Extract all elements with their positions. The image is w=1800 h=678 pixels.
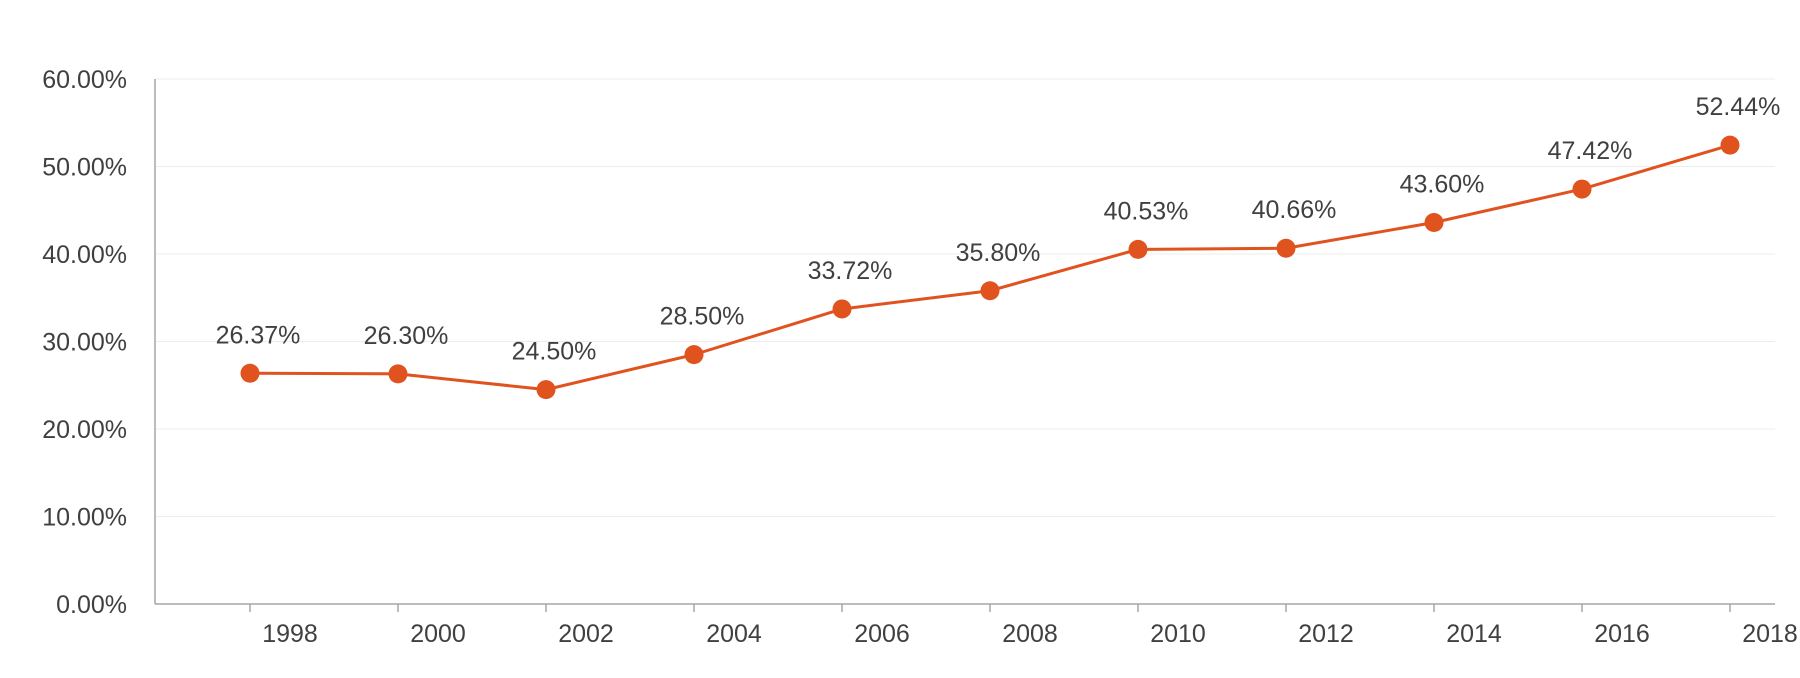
axes	[154, 79, 1775, 612]
gridlines	[155, 78, 1775, 517]
data-labels: 26.37% 26.30% 24.50% 28.50% 33.72% 35.80% 40.5…	[216, 93, 1781, 365]
data-label: 40.53%	[1104, 197, 1189, 225]
y-tick-label: 30.00%	[42, 329, 127, 357]
data-label: 52.44%	[1696, 93, 1781, 121]
data-point	[1424, 213, 1444, 232]
series-line-group	[249, 143, 1731, 392]
x-tick-label: 2018	[1742, 620, 1798, 648]
data-label: 40.66%	[1252, 196, 1337, 224]
data-point	[240, 363, 260, 383]
data-point	[388, 364, 408, 384]
data-point	[1720, 135, 1740, 155]
data-label: 47.42%	[1548, 137, 1633, 165]
x-tick-label: 2004	[706, 620, 762, 648]
data-point	[1128, 239, 1148, 259]
data-label: 26.37%	[216, 321, 301, 349]
x-tick-label: 2000	[410, 620, 466, 648]
data-label: 26.30%	[364, 322, 449, 350]
data-point	[684, 345, 704, 365]
y-tick-label: 40.00%	[42, 241, 127, 269]
y-tick-label: 10.00%	[42, 504, 127, 532]
x-tick-label: 1998	[262, 620, 318, 648]
data-point	[980, 281, 1000, 301]
y-tick-label: 50.00%	[42, 154, 127, 182]
x-tick-label: 2014	[1446, 620, 1502, 648]
x-tick-label: 2012	[1298, 620, 1354, 648]
y-axis-tick-labels: 0.00% 10.00% 20.00% 30.00% 40.00% 50.00% 60.00…	[42, 66, 127, 619]
x-tick-label: 2008	[1002, 620, 1058, 648]
y-tick-label: 20.00%	[42, 416, 127, 444]
data-label: 35.80%	[956, 239, 1041, 267]
y-tick-label: 60.00%	[42, 66, 127, 94]
x-tick-label: 2006	[854, 620, 910, 648]
x-tick-label: 2002	[558, 620, 614, 648]
x-tick-label: 2016	[1594, 620, 1650, 648]
data-point	[1572, 179, 1592, 199]
data-point	[536, 380, 556, 400]
x-tick-label: 2010	[1150, 620, 1206, 648]
data-label: 28.50%	[660, 303, 745, 331]
data-label: 43.60%	[1400, 171, 1485, 199]
x-axis-tick-labels: 1998 2000 2002 2004 2006 2008 2010 2012 2014 2016…	[262, 620, 1798, 648]
data-point	[1276, 238, 1296, 258]
data-point	[832, 299, 852, 319]
y-tick-label: 0.00%	[56, 591, 127, 619]
data-label: 33.72%	[808, 257, 893, 285]
series-line	[249, 143, 1731, 392]
data-points	[240, 135, 1740, 400]
data-label: 24.50%	[512, 338, 597, 366]
